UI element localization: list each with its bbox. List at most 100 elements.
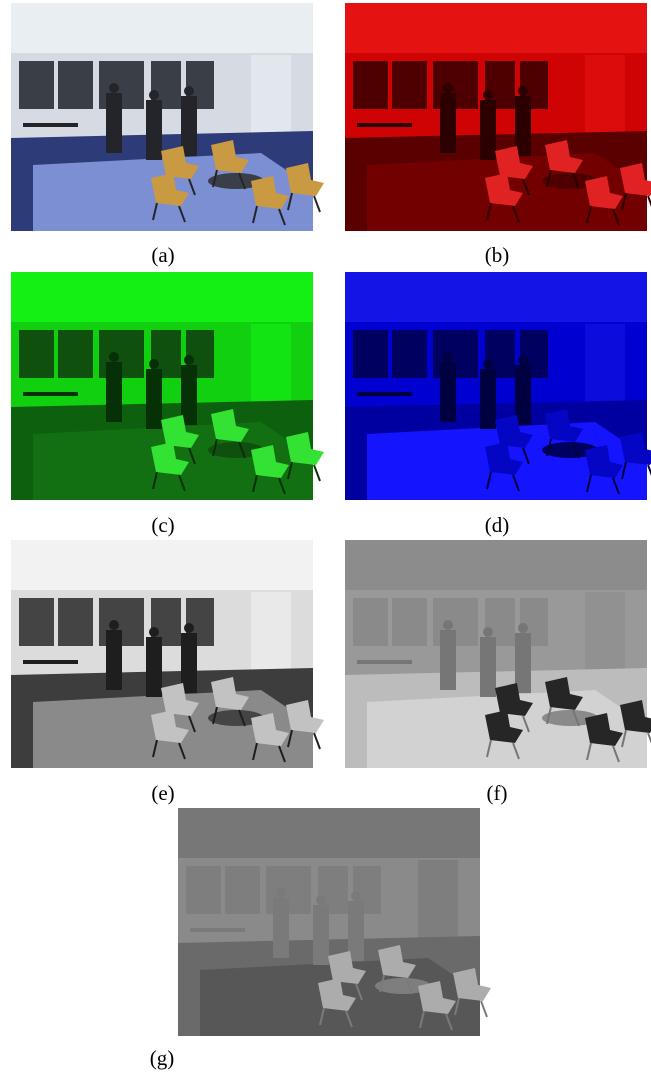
person [440,362,456,422]
person [440,93,456,153]
person [181,365,197,425]
chair-leg [454,997,460,1016]
curtain [585,592,625,682]
chair-leg [188,447,196,465]
chair-leg [522,178,530,196]
caption: (d) [485,513,510,537]
chair [161,683,199,716]
chair-leg [313,195,321,213]
window [392,598,427,646]
person [181,633,197,693]
head [483,627,493,637]
chair [485,442,523,475]
chair [495,415,533,448]
person [181,96,197,156]
table [23,123,78,127]
chair [211,140,249,173]
chair-leg [512,742,520,760]
chair-leg [546,169,552,188]
head [316,895,326,905]
window [58,598,93,646]
chair [328,951,366,984]
person [313,905,329,965]
caption: (g) [150,1046,175,1070]
chair [585,445,623,478]
table [23,660,78,664]
photo [11,3,324,231]
chair [251,713,289,746]
chair [485,173,523,206]
window [392,61,427,109]
photo [178,808,491,1036]
person [480,637,496,697]
table [23,392,78,396]
window [58,330,93,378]
head [518,355,528,365]
curtain [251,592,291,682]
chair-leg [188,178,196,196]
table [190,928,245,932]
chair-leg [313,732,321,750]
head [184,86,194,96]
person [146,637,162,697]
person [146,369,162,429]
chair-leg [512,205,520,223]
window [353,330,388,378]
person [480,369,496,429]
chair [378,945,416,978]
chair-leg [647,732,651,744]
chair-leg [238,172,246,190]
chair [620,700,651,733]
head [149,359,159,369]
photo [11,272,324,500]
coffee-table [542,442,598,458]
person [515,96,531,156]
caption: (c) [151,513,174,537]
window [392,330,427,378]
chair-leg [178,742,186,760]
caption: (a) [151,243,174,267]
chair-leg [486,739,492,758]
head [149,90,159,100]
chair-leg [486,202,492,221]
curtain [251,324,291,414]
caption: (f) [487,781,508,805]
chair-leg [212,438,218,457]
chair-leg [522,447,530,465]
head [443,620,453,630]
chair-leg [572,172,580,190]
head [351,891,361,901]
chair-leg [612,208,620,226]
chair-leg [152,471,158,490]
window [353,598,388,646]
coffee-table [375,978,431,994]
chair-leg [152,739,158,758]
chair [151,173,189,206]
chair [545,677,583,710]
coffee-table [208,710,264,726]
chair-leg [152,202,158,221]
photo [345,540,651,768]
coffee-table [542,710,598,726]
person [515,365,531,425]
chair-leg [522,715,530,733]
chair-leg [647,195,651,207]
curtain [251,55,291,145]
chair-leg [355,983,363,1001]
chair-leg [252,474,258,493]
chair-leg [278,477,286,495]
curtain [585,55,625,145]
chair-leg [621,192,627,211]
person [440,630,456,690]
chair [151,442,189,475]
chair-leg [238,709,246,727]
chair-leg [612,745,620,763]
chair-leg [238,441,246,459]
window [19,330,54,378]
table [357,123,412,127]
head [184,623,194,633]
coffee-table [208,442,264,458]
chair-leg [178,205,186,223]
person [146,100,162,160]
